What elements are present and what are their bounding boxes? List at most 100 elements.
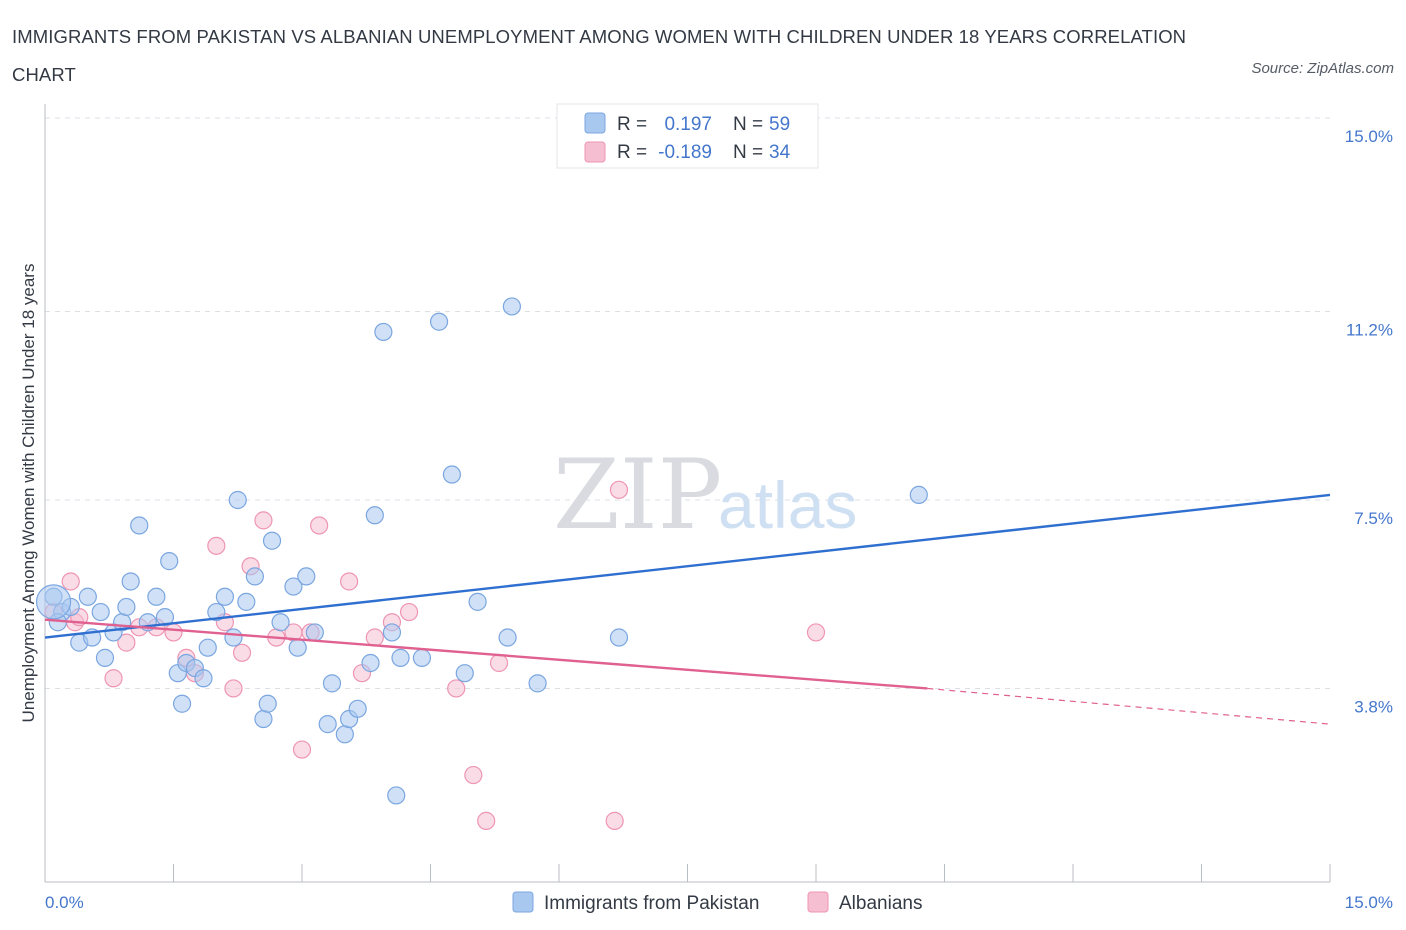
data-point bbox=[609, 480, 629, 499]
data-point bbox=[288, 638, 307, 657]
data-point bbox=[455, 664, 474, 683]
y-tick-labels: 3.8% 7.5% 11.2% 15.0% bbox=[1345, 127, 1393, 716]
data-point bbox=[147, 587, 166, 606]
data-point bbox=[374, 322, 393, 342]
y-tick-label: 15.0% bbox=[1345, 127, 1393, 146]
data-point bbox=[117, 633, 136, 652]
y-tick-label: 7.5% bbox=[1354, 509, 1393, 528]
data-point bbox=[442, 465, 462, 484]
data-point bbox=[172, 694, 192, 713]
data-point bbox=[228, 490, 247, 510]
data-point bbox=[164, 623, 183, 642]
data-point bbox=[198, 638, 217, 657]
chart-title: IMMIGRANTS FROM PAKISTAN VS ALBANIAN UNE… bbox=[12, 26, 1187, 85]
y-axis-title: Unemployment Among Women with Children U… bbox=[19, 264, 38, 723]
x-tick-label-max: 15.0% bbox=[1345, 893, 1393, 912]
data-point bbox=[382, 623, 402, 642]
data-point bbox=[310, 516, 329, 535]
data-point bbox=[130, 516, 149, 535]
data-point bbox=[104, 669, 123, 688]
data-point bbox=[318, 715, 337, 734]
data-point bbox=[78, 587, 97, 606]
legend-swatch-pink bbox=[584, 141, 606, 163]
data-point bbox=[237, 592, 256, 611]
data-point bbox=[194, 669, 213, 688]
data-point bbox=[348, 699, 367, 718]
legend-n-value: 34 bbox=[769, 142, 791, 163]
pakistan-points bbox=[35, 297, 928, 805]
data-point bbox=[232, 643, 252, 662]
data-point bbox=[207, 536, 226, 555]
axes bbox=[44, 104, 1331, 883]
legend-n-value: 59 bbox=[769, 114, 790, 135]
y-tick-label: 3.8% bbox=[1354, 697, 1393, 716]
legend-r-value: 0.197 bbox=[664, 114, 712, 135]
data-point bbox=[909, 485, 928, 505]
data-point-cluster bbox=[35, 584, 72, 620]
data-point bbox=[502, 297, 521, 316]
data-point bbox=[207, 602, 226, 622]
series-legend: Immigrants from Pakistan Albanians bbox=[512, 891, 922, 914]
pakistan-trend-line bbox=[44, 493, 1331, 639]
data-point bbox=[254, 511, 273, 530]
data-point bbox=[258, 694, 277, 713]
legend-swatch-blue bbox=[584, 112, 606, 134]
data-point bbox=[609, 628, 629, 647]
source-credit: Source: ZipAtlas.com bbox=[1251, 60, 1394, 77]
data-point bbox=[160, 552, 179, 571]
y-tick-label: 11.2% bbox=[1346, 321, 1393, 340]
data-point bbox=[464, 765, 483, 785]
data-point bbox=[429, 312, 449, 331]
data-point bbox=[528, 674, 547, 693]
data-point bbox=[361, 653, 380, 673]
albanians-trend-line bbox=[44, 618, 928, 690]
legend-n-label: N = bbox=[733, 114, 763, 135]
data-point bbox=[224, 679, 243, 698]
legend-label-albanians: Albanians bbox=[839, 893, 922, 914]
data-point bbox=[498, 628, 517, 647]
data-point bbox=[340, 572, 359, 591]
data-point bbox=[271, 613, 290, 632]
data-point bbox=[224, 628, 243, 647]
data-point bbox=[91, 602, 110, 622]
data-point bbox=[489, 653, 509, 673]
data-point bbox=[95, 648, 115, 667]
data-point bbox=[335, 725, 354, 744]
correlation-legend: R = 0.197 N = 59 R = -0.189 N = 34 bbox=[556, 103, 819, 169]
data-point bbox=[292, 740, 312, 759]
legend-swatch-albanians bbox=[807, 891, 829, 913]
legend-r-label: R = bbox=[617, 142, 647, 163]
data-point bbox=[468, 592, 487, 611]
legend-swatch-pakistan bbox=[512, 891, 534, 913]
data-point bbox=[806, 623, 826, 642]
data-point bbox=[215, 587, 234, 606]
data-point bbox=[284, 577, 303, 596]
data-point bbox=[61, 572, 80, 591]
data-point bbox=[391, 648, 410, 667]
x-tick-label-min: 0.0% bbox=[45, 893, 84, 912]
data-point bbox=[477, 811, 496, 830]
albanians-trend-extension bbox=[927, 687, 1331, 725]
legend-r-label: R = bbox=[617, 114, 647, 135]
data-point bbox=[605, 811, 624, 830]
data-point bbox=[365, 628, 384, 647]
watermark-atlas: atlas bbox=[718, 468, 857, 542]
data-point bbox=[387, 786, 406, 805]
data-point bbox=[399, 602, 419, 622]
legend-label-pakistan: Immigrants from Pakistan bbox=[544, 893, 759, 914]
legend-r-value: -0.189 bbox=[658, 142, 712, 163]
data-point bbox=[254, 709, 273, 729]
data-point bbox=[447, 679, 466, 698]
data-point bbox=[155, 608, 175, 627]
trend-lines bbox=[44, 493, 1331, 725]
data-point bbox=[245, 567, 264, 586]
data-point bbox=[322, 674, 342, 693]
data-point bbox=[262, 531, 282, 550]
legend-n-label: N = bbox=[733, 142, 763, 163]
data-point bbox=[305, 623, 324, 642]
data-point bbox=[365, 506, 384, 525]
data-point bbox=[117, 597, 136, 617]
watermark-zip: ZIP bbox=[553, 439, 722, 551]
data-point bbox=[121, 572, 140, 591]
